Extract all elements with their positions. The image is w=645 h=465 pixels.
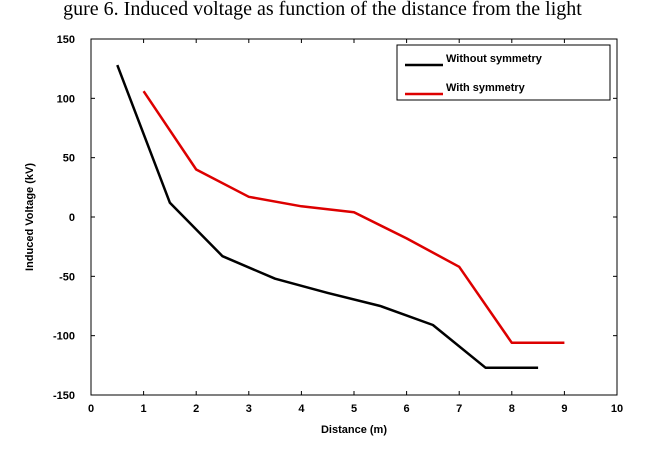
y-tick-label: 100 <box>57 93 75 105</box>
series-line-with-symmetry <box>142 90 565 345</box>
y-tick-label: -50 <box>59 271 75 283</box>
y-tick-label: -150 <box>53 390 75 402</box>
x-tick-label: 4 <box>298 403 305 415</box>
series-line-without-symmetry <box>116 64 539 369</box>
legend-label-without-symmetry: Without symmetry <box>446 53 543 65</box>
x-axis-ticks: 0 1 2 3 4 5 6 7 8 9 10 <box>88 39 623 415</box>
legend: Without symmetry With symmetry <box>396 44 611 101</box>
caption-text: gure 6. Induced voltage as function of t… <box>63 0 582 20</box>
x-tick-label: 8 <box>509 403 515 415</box>
x-tick-label: 10 <box>611 403 623 415</box>
y-tick-label: 0 <box>69 212 75 224</box>
x-tick-label: 5 <box>351 403 357 415</box>
y-axis-ticks: 150 100 50 0 -50 -100 -150 <box>53 34 617 402</box>
x-tick-label: 0 <box>88 403 94 415</box>
x-tick-label: 7 <box>456 403 462 415</box>
legend-label-with-symmetry: With symmetry <box>446 82 526 94</box>
y-tick-label: -100 <box>53 331 75 343</box>
x-tick-label: 3 <box>246 403 252 415</box>
series-layer <box>116 64 565 369</box>
x-tick-label: 6 <box>404 403 410 415</box>
x-tick-label: 2 <box>193 403 199 415</box>
y-axis-label: Induced Voltage (kV) <box>24 163 36 271</box>
y-tick-label: 50 <box>63 153 75 165</box>
x-axis-label: Distance (m) <box>321 424 387 436</box>
x-tick-label: 1 <box>141 403 147 415</box>
y-tick-label: 150 <box>57 34 75 46</box>
legend-box <box>396 44 611 101</box>
x-tick-label: 9 <box>561 403 567 415</box>
